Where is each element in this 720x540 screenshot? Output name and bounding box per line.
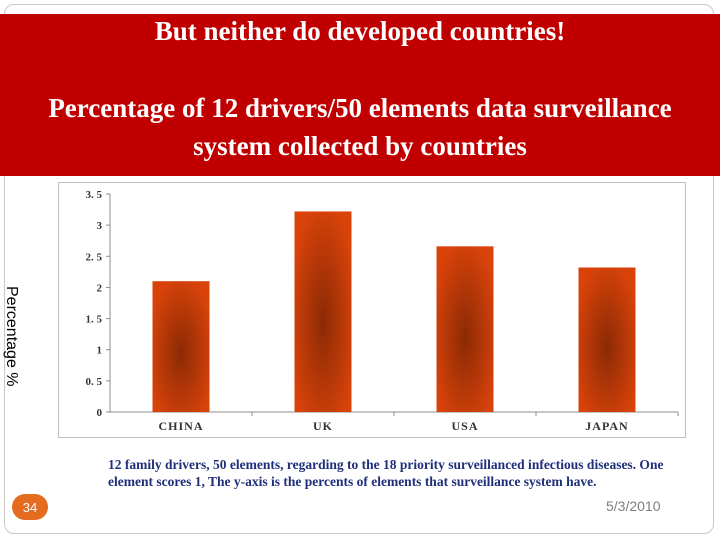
y-tick-label: 2 (97, 282, 103, 294)
bar-usa (436, 246, 494, 412)
bar-chart: 0 0. 5 1 1. 5 2 2. 5 3 3. 5 CHINA UK USA JAPAN (86, 189, 679, 433)
slide-subtitle: Percentage of 12 drivers/50 elements dat… (48, 93, 672, 161)
chart-footnote: 12 family drivers, 50 elements, regardin… (108, 457, 664, 489)
x-tick-label: JAPAN (585, 419, 628, 433)
bar-japan (578, 267, 636, 412)
page-number-badge: 34 (12, 494, 48, 520)
x-tick-label: CHINA (158, 419, 203, 433)
slide-date: 5/3/2010 (606, 498, 661, 514)
title-band: But neither do developed countries! Perc… (0, 14, 720, 176)
y-tick-label: 0 (97, 407, 103, 419)
bar-uk (294, 211, 352, 412)
y-tick-label: 1. 5 (86, 314, 103, 326)
y-tick-label: 3. 5 (86, 189, 103, 201)
slide-title: But neither do developed countries! (154, 16, 566, 46)
y-tick-label: 0. 5 (86, 376, 103, 388)
y-tick-label: 2. 5 (86, 251, 103, 263)
slide-frame (4, 4, 714, 534)
y-axis-label: Percentage % (3, 286, 20, 387)
y-tick-label: 3 (97, 220, 103, 232)
x-tick-label: UK (313, 419, 333, 433)
y-tick-label: 1 (97, 345, 103, 357)
bar-china (152, 281, 210, 412)
x-tick-label: USA (451, 419, 478, 433)
